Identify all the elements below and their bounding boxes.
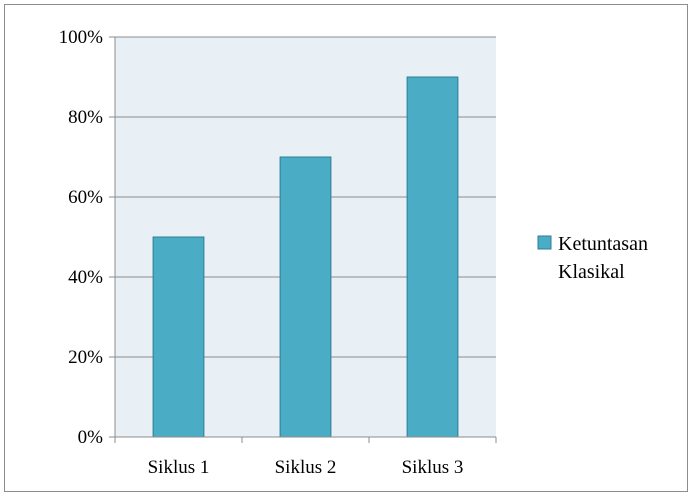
legend: Ketuntasan Klasikal	[537, 233, 648, 283]
legend-label-line-2: Klasikal	[558, 261, 625, 283]
y-tick-label: 100%	[59, 27, 104, 48]
y-tick-label: 20%	[68, 347, 103, 368]
x-tick-labels: Siklus 1 Siklus 2 Siklus 3	[148, 457, 464, 478]
y-tick-labels: 0% 20% 40% 60% 80% 100%	[59, 27, 104, 448]
bars	[152, 76, 459, 438]
bar-1	[152, 236, 205, 438]
legend-label-line-1: Ketuntasan	[558, 233, 648, 255]
y-tick-label: 60%	[68, 187, 103, 208]
x-tick-label-1: Siklus 1	[148, 457, 210, 478]
y-tick-label: 80%	[68, 107, 103, 128]
x-tick-label-2: Siklus 2	[275, 457, 337, 478]
legend-swatch	[537, 235, 552, 250]
bar-3	[406, 76, 459, 438]
bar-2	[279, 156, 332, 438]
x-tick-label-3: Siklus 3	[402, 457, 464, 478]
axes	[109, 36, 497, 443]
y-tick-label: 40%	[68, 267, 103, 288]
y-tick-label: 0%	[78, 427, 104, 448]
